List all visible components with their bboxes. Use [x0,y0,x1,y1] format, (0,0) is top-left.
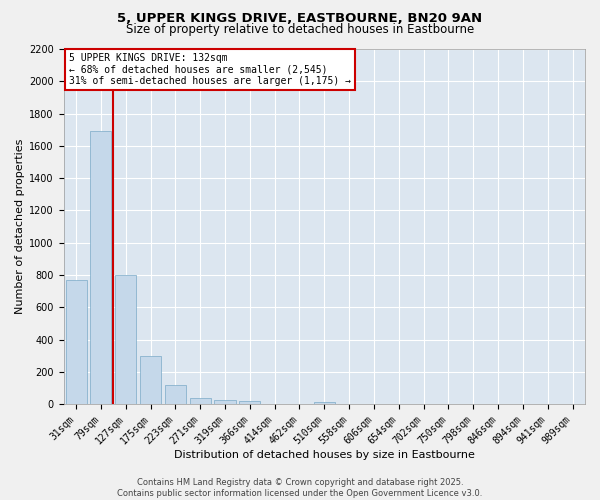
Bar [165,384,186,404]
Bar [115,275,136,404]
Text: Size of property relative to detached houses in Eastbourne: Size of property relative to detached ho… [126,22,474,36]
Y-axis label: Number of detached properties: Number of detached properties [15,139,25,314]
Text: Contains HM Land Registry data © Crown copyright and database right 2025.
Contai: Contains HM Land Registry data © Crown c… [118,478,482,498]
X-axis label: Distribution of detached houses by size in Eastbourne: Distribution of detached houses by size … [174,450,475,460]
Bar [91,132,112,404]
Bar [314,402,335,404]
Text: 5, UPPER KINGS DRIVE, EASTBOURNE, BN20 9AN: 5, UPPER KINGS DRIVE, EASTBOURNE, BN20 9… [118,12,482,26]
Bar [140,356,161,404]
Bar [190,398,211,404]
Text: 5 UPPER KINGS DRIVE: 132sqm
← 68% of detached houses are smaller (2,545)
31% of : 5 UPPER KINGS DRIVE: 132sqm ← 68% of det… [69,52,351,86]
Bar [65,280,86,404]
Bar [214,400,236,404]
Bar [239,400,260,404]
